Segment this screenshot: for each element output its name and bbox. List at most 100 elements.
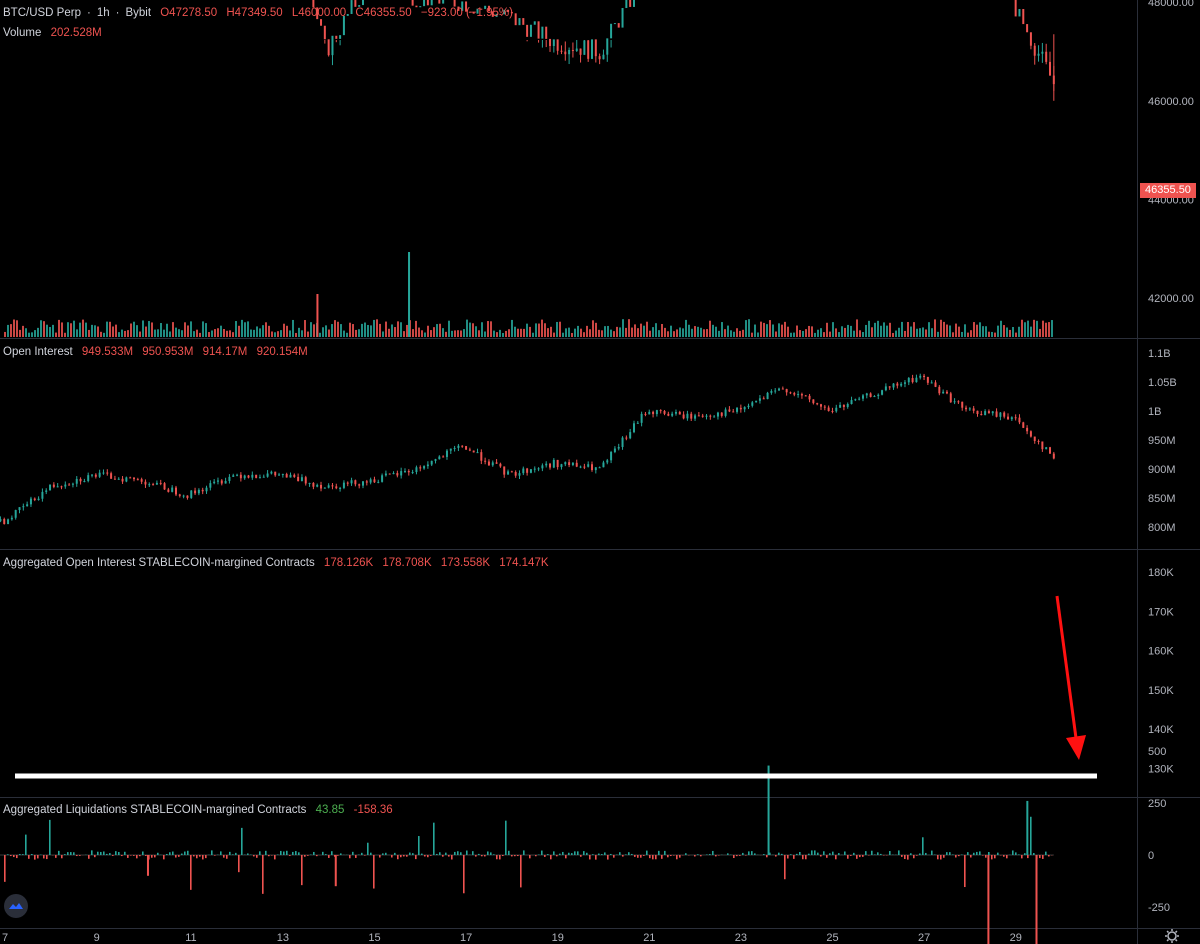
candle-body — [274, 471, 277, 476]
volume-bar — [835, 328, 837, 337]
candle-body — [533, 21, 536, 25]
candle-body — [415, 5, 418, 8]
candle-body — [312, 0, 315, 8]
candle-body — [591, 39, 594, 59]
candle-body — [499, 13, 502, 15]
candle-body — [621, 437, 624, 448]
oi-title[interactable]: Open Interest — [3, 346, 73, 358]
volume-bar — [730, 330, 732, 337]
liquidation-bar — [598, 853, 600, 855]
volume-bar — [724, 329, 726, 337]
candle-body — [507, 471, 510, 475]
volume-bar — [907, 321, 909, 337]
volume-bar — [994, 332, 996, 337]
candle-body — [316, 484, 319, 487]
interval-label[interactable]: 1h — [96, 7, 110, 19]
liquidation-bar — [64, 854, 66, 855]
liquidation-bar — [496, 855, 498, 860]
volume-bar — [751, 332, 753, 337]
volume-bar — [775, 331, 777, 337]
candle-body — [232, 475, 235, 477]
time-axis-label: 9 — [94, 932, 100, 944]
liquidation-bar — [169, 852, 171, 855]
candle-body — [1037, 440, 1040, 442]
liquidation-bar — [406, 855, 408, 857]
liquidation-bar — [982, 855, 984, 856]
volume-bar — [910, 326, 912, 337]
candle-body — [197, 489, 200, 494]
oi-close: 920.154M — [256, 346, 308, 358]
candle-body — [445, 450, 448, 457]
volume-bar — [82, 319, 84, 337]
candle-body — [713, 416, 716, 418]
volume-bar — [472, 323, 474, 337]
liquidation-bar — [181, 853, 183, 855]
volume-spike-bar — [408, 252, 411, 337]
candle-body — [434, 459, 437, 461]
liquidation-bar — [364, 855, 366, 856]
candle-body — [598, 467, 601, 469]
volume-bar — [787, 326, 789, 337]
volume-bar — [967, 332, 969, 337]
liquidation-bar — [1030, 816, 1032, 855]
candle-body — [621, 8, 624, 28]
liquidation-bar — [667, 855, 669, 858]
liquidation-bar — [1048, 855, 1050, 857]
candle-body — [526, 468, 529, 473]
liquidation-bar — [952, 854, 954, 855]
liq-title[interactable]: Aggregated Liquidations STABLECOIN-margi… — [3, 804, 307, 816]
volume-bar — [652, 327, 654, 337]
candle-body — [938, 386, 941, 394]
axis-tick-label: 180K — [1148, 567, 1174, 579]
volume-bar — [532, 332, 534, 337]
candle-body — [487, 5, 490, 12]
volume-bar — [361, 323, 363, 337]
red-arrow-annotation — [1055, 595, 1078, 739]
axis-tick-label: 48000.00 — [1148, 0, 1194, 9]
candle-body — [79, 478, 82, 482]
candle-body — [94, 474, 97, 477]
tradingview-logo-icon[interactable] — [4, 894, 28, 918]
liquidation-bar — [799, 851, 801, 855]
volume-bar — [334, 320, 336, 337]
candle-body — [342, 15, 345, 36]
candle-body — [125, 477, 128, 482]
volume-bar — [757, 332, 759, 337]
volume-bar — [139, 331, 141, 337]
candle-body — [369, 479, 372, 483]
candle-body — [213, 481, 216, 484]
candle-body — [709, 415, 712, 417]
candle-body — [667, 413, 670, 416]
candle-body — [602, 462, 605, 468]
liquidation-bar — [370, 852, 372, 855]
symbol-label[interactable]: BTC/USD Perp — [3, 7, 81, 19]
candle-body — [278, 474, 281, 476]
liquidation-bar — [274, 855, 276, 860]
volume-title[interactable]: Volume — [3, 27, 42, 39]
volume-bar — [1012, 327, 1014, 337]
volume-bar — [826, 322, 828, 337]
settings-icon[interactable] — [1165, 929, 1179, 943]
candle-body — [133, 477, 136, 480]
agg-oi-legend: Aggregated Open Interest STABLECOIN-marg… — [3, 557, 555, 569]
liquidation-bar — [625, 854, 627, 855]
candle-body — [900, 383, 903, 386]
liquidation-bar — [937, 855, 939, 860]
candle-body — [491, 462, 494, 466]
volume-bar — [166, 323, 168, 337]
volume-bar — [853, 330, 855, 337]
agg-oi-high: 178.708K — [382, 557, 432, 569]
liquidation-bar — [91, 850, 93, 855]
candle-body — [258, 477, 261, 479]
liquidation-bar — [214, 855, 216, 856]
agg-oi-title[interactable]: Aggregated Open Interest STABLECOIN-marg… — [3, 557, 315, 569]
volume-bar — [1033, 319, 1035, 337]
candle-body — [942, 391, 945, 394]
liquidation-bar — [904, 855, 906, 860]
volume-bar — [415, 320, 417, 337]
liquidation-bar — [769, 852, 771, 855]
volume-bar — [238, 325, 240, 337]
liquidation-bar — [802, 855, 804, 860]
volume-bar — [847, 324, 849, 337]
